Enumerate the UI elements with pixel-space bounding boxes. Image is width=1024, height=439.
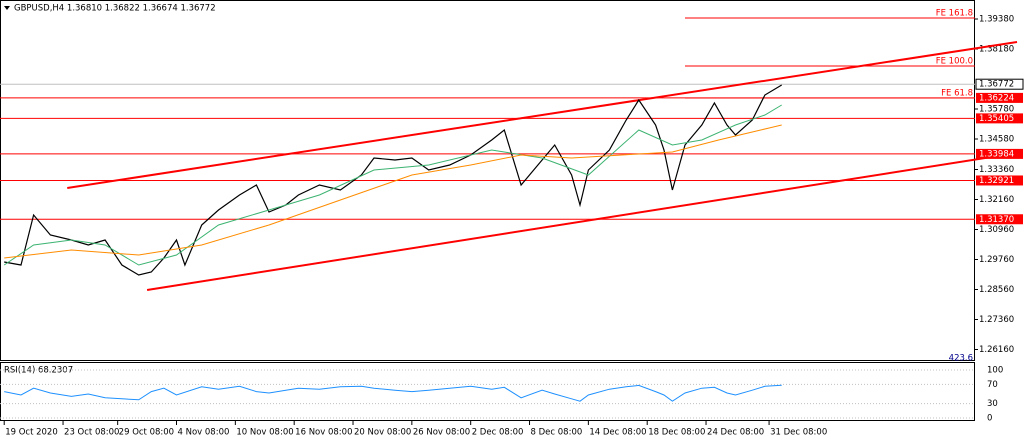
annotation: 423.6 (949, 354, 973, 364)
x-tick-label: 4 Nov 08:00 (178, 428, 230, 438)
level-label: 1.36224 (979, 93, 1014, 103)
x-tick-label: 16 Nov 08:00 (295, 428, 352, 438)
x-tick-label: 24 Dec 08:00 (707, 428, 764, 438)
x-tick-label: 14 Dec 08:00 (589, 428, 646, 438)
x-tick-label: 23 Oct 08:00 (64, 428, 119, 438)
channel-line (146, 152, 1018, 291)
current-price-label: 1.36772 (979, 80, 1014, 90)
x-tick-label: 26 Nov 08:00 (413, 428, 470, 438)
fe-level-label: FE 161.8 (936, 9, 973, 19)
x-tick-label: 31 Dec 08:00 (770, 428, 827, 438)
y-tick-label: 1.38180 (979, 45, 1014, 55)
level-label: 1.32921 (979, 176, 1014, 186)
y-tick-label: 1.32160 (979, 195, 1014, 205)
y-tick-label: 1.34580 (979, 135, 1014, 145)
y-tick-label: 1.28560 (979, 285, 1014, 295)
level-box (976, 113, 1023, 124)
y-tick-label: 1.39380 (979, 15, 1014, 25)
x-tick-label: 20 Nov 08:00 (354, 428, 411, 438)
series-line (4, 124, 782, 259)
menu-triangle[interactable] (4, 6, 10, 10)
chart-title: GBPUSD,H4 1.36810 1.36822 1.36674 1.3677… (14, 4, 216, 14)
y-tick-label: 1.26160 (979, 345, 1014, 355)
y-tick-label: 1.27360 (979, 315, 1014, 325)
rsi-tick-label: 100 (987, 366, 1003, 376)
y-tick-label: 1.30960 (979, 225, 1014, 235)
y-tick-label: 1.29760 (979, 255, 1014, 265)
series-line (3, 104, 782, 266)
series-line (4, 384, 782, 402)
level-label: 1.33984 (979, 149, 1014, 159)
rsi-tick-label: 0 (987, 414, 992, 424)
level-box (976, 92, 1023, 103)
x-tick-label: 18 Dec 08:00 (648, 428, 705, 438)
rsi-panel-border (0, 362, 975, 421)
channel-line (67, 41, 1018, 189)
x-tick-label: 10 Nov 08:00 (236, 428, 293, 438)
level-box (976, 214, 1023, 225)
series-line (4, 84, 783, 276)
fe-level-label: FE 100.0 (936, 57, 973, 67)
y-tick-label: 1.33360 (979, 165, 1014, 175)
current-price-box (975, 78, 1024, 90)
level-box (976, 175, 1023, 186)
rsi-tick-label: 70 (987, 380, 998, 390)
level-box (976, 148, 1023, 159)
x-tick-label: 2 Dec 08:00 (472, 428, 524, 438)
level-label: 1.35405 (979, 114, 1014, 124)
x-tick-label: 29 Oct 08:00 (119, 428, 174, 438)
x-tick-label: 19 Oct 2020 (5, 428, 58, 438)
level-label: 1.31370 (979, 215, 1014, 225)
x-tick-label: 8 Dec 08:00 (531, 428, 583, 438)
y-tick-label: 1.35780 (979, 105, 1014, 115)
rsi-title: RSI(14) 68.2307 (4, 366, 73, 376)
rsi-tick-label: 30 (987, 399, 998, 409)
fe-level-label: FE 61.8 (941, 89, 973, 99)
